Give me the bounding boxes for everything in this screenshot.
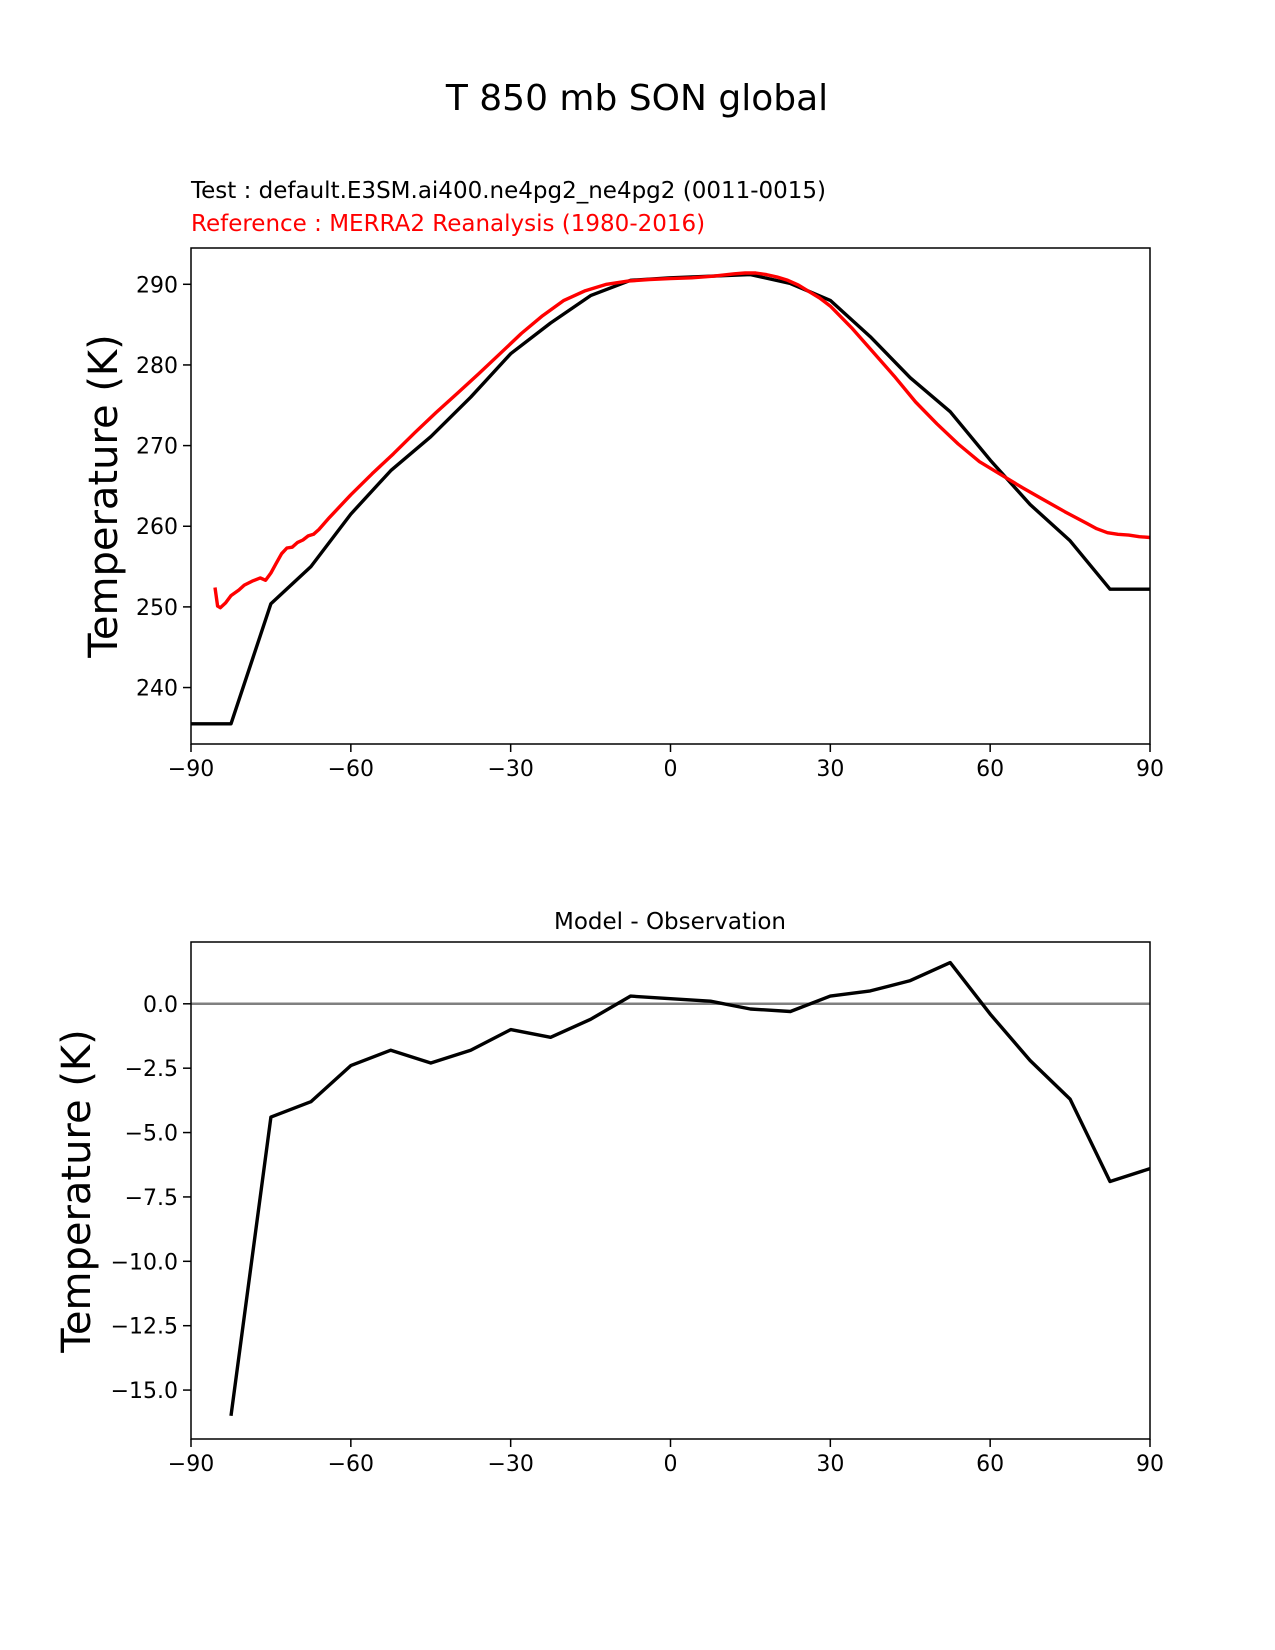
bottom-xtick-label: −60 bbox=[328, 1452, 374, 1477]
test-label: Test : default.E3SM.ai400.ne4pg2_ne4pg2 … bbox=[190, 178, 826, 204]
bottom-xtick-label: −90 bbox=[168, 1452, 214, 1477]
bottom-ylabel: Temperature (K) bbox=[54, 1029, 100, 1354]
bottom-xtick-label: 30 bbox=[816, 1452, 844, 1477]
top-panel: Test : default.E3SM.ai400.ne4pg2_ne4pg2 … bbox=[81, 178, 1164, 782]
bottom-ytick-label: 0.0 bbox=[143, 993, 178, 1018]
top-axes-frame bbox=[190, 247, 1151, 745]
bottom-xtick-label: 90 bbox=[1136, 1452, 1164, 1477]
top-xtick-label: 30 bbox=[816, 757, 844, 782]
top-ylabel: Temperature (K) bbox=[81, 334, 127, 659]
top-axes-ticks: −90 −60 −30 0 30 60 90 240 250 260 270 280 290 bbox=[136, 273, 1164, 782]
top-ytick-label: 270 bbox=[136, 435, 178, 460]
bottom-ytick-label: −15.0 bbox=[111, 1379, 178, 1404]
reference-label: Reference : MERRA2 Reanalysis (1980-2016… bbox=[191, 211, 705, 237]
top-ytick-label: 290 bbox=[136, 273, 178, 298]
bottom-title: Model - Observation bbox=[554, 909, 786, 935]
figure-title: T 850 mb SON global bbox=[445, 78, 828, 119]
top-xtick-label: −90 bbox=[168, 757, 214, 782]
bottom-panel: Model - Observation Temperature (K) −90−… bbox=[54, 909, 1164, 1477]
bottom-ytick-label: −2.5 bbox=[125, 1057, 178, 1082]
top-xtick-label: 90 bbox=[1136, 757, 1164, 782]
top-ytick-label: 240 bbox=[136, 677, 178, 702]
bottom-ytick-label: −5.0 bbox=[125, 1122, 178, 1147]
top-ytick-label: 260 bbox=[136, 515, 178, 540]
top-series-group bbox=[191, 271, 1151, 726]
top-xtick-label: 0 bbox=[664, 757, 678, 782]
top-ytick-label: 250 bbox=[136, 596, 178, 621]
bottom-series-model-observation-line bbox=[229, 960, 1151, 1417]
bottom-ytick-label: −12.5 bbox=[111, 1315, 178, 1340]
bottom-axes-ticks: −90 −60 −30 0 30 60 90 0.0 −2.5 −5.0 −7.5 −10.0 −12.… bbox=[111, 993, 1164, 1477]
top-ytick-label: 280 bbox=[136, 354, 178, 379]
top-xtick-label: −30 bbox=[487, 757, 533, 782]
top-xtick-label: 60 bbox=[976, 757, 1004, 782]
bottom-ytick-label: −7.5 bbox=[125, 1186, 178, 1211]
bottom-axes-frame bbox=[190, 941, 1151, 1440]
bottom-series-group bbox=[191, 960, 1151, 1417]
bottom-xtick-label: 60 bbox=[976, 1452, 1004, 1477]
bottom-ytick-label: −10.0 bbox=[111, 1250, 178, 1275]
top-series-reference-line bbox=[213, 271, 1151, 610]
top-xtick-label: −60 bbox=[328, 757, 374, 782]
bottom-xtick-label: −30 bbox=[487, 1452, 533, 1477]
bottom-xtick-label: 0 bbox=[664, 1452, 678, 1477]
